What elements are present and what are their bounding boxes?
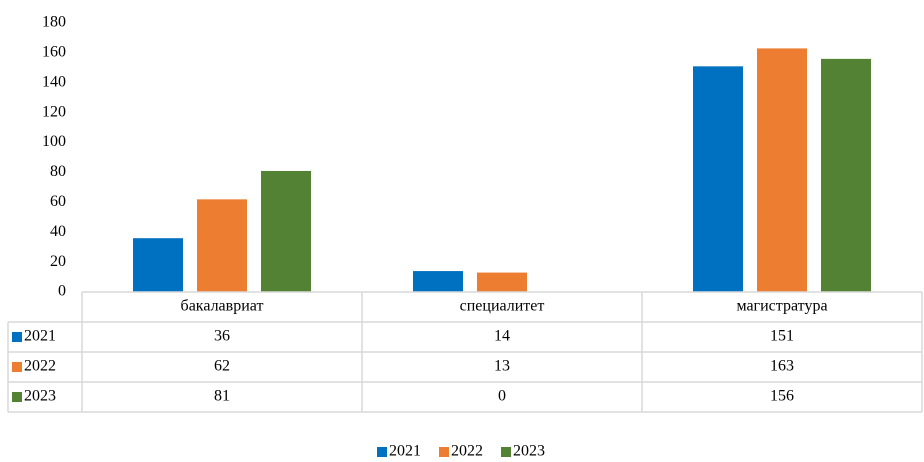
table-value: 0 bbox=[498, 388, 506, 405]
x-tick-label: бакалавриат bbox=[181, 298, 264, 315]
table-value: 36 bbox=[214, 328, 230, 345]
bar bbox=[413, 271, 463, 292]
y-tick-label: 100 bbox=[42, 133, 66, 150]
table-value: 62 bbox=[214, 358, 230, 375]
y-tick-label: 80 bbox=[50, 163, 66, 180]
table-value: 163 bbox=[770, 358, 794, 375]
table-legend-key bbox=[12, 362, 22, 372]
bar bbox=[821, 58, 871, 292]
table-value: 14 bbox=[494, 328, 510, 345]
y-tick-label: 20 bbox=[50, 253, 66, 270]
table-series-name: 2021 bbox=[24, 328, 56, 345]
bar bbox=[693, 66, 743, 292]
y-tick-label: 60 bbox=[50, 193, 66, 210]
bar bbox=[757, 48, 807, 293]
bar bbox=[197, 199, 247, 292]
legend-key bbox=[501, 447, 511, 457]
table-value: 81 bbox=[214, 388, 230, 405]
legend-key bbox=[439, 447, 449, 457]
y-tick-label: 40 bbox=[50, 223, 66, 240]
bar bbox=[133, 238, 183, 292]
y-tick-label: 120 bbox=[42, 103, 66, 120]
table-value: 13 bbox=[494, 358, 510, 375]
x-tick-label: магистратура bbox=[736, 298, 827, 315]
bar bbox=[477, 272, 527, 292]
table-legend-key bbox=[12, 332, 22, 342]
y-tick-label: 160 bbox=[42, 44, 66, 61]
legend-label: 2023 bbox=[513, 443, 545, 460]
table-legend-key bbox=[12, 392, 22, 402]
y-tick-label: 0 bbox=[58, 283, 66, 300]
y-tick-label: 140 bbox=[42, 73, 66, 90]
legend-label: 2021 bbox=[389, 443, 421, 460]
table-value: 151 bbox=[770, 328, 794, 345]
legend-label: 2022 bbox=[451, 443, 483, 460]
y-tick-label: 180 bbox=[42, 14, 66, 31]
table-series-name: 2022 bbox=[24, 358, 56, 375]
legend-key bbox=[377, 447, 387, 457]
table-series-name: 2023 bbox=[24, 388, 56, 405]
table-value: 156 bbox=[770, 388, 794, 405]
bar bbox=[261, 170, 311, 292]
x-tick-label: специалитет bbox=[460, 298, 545, 315]
